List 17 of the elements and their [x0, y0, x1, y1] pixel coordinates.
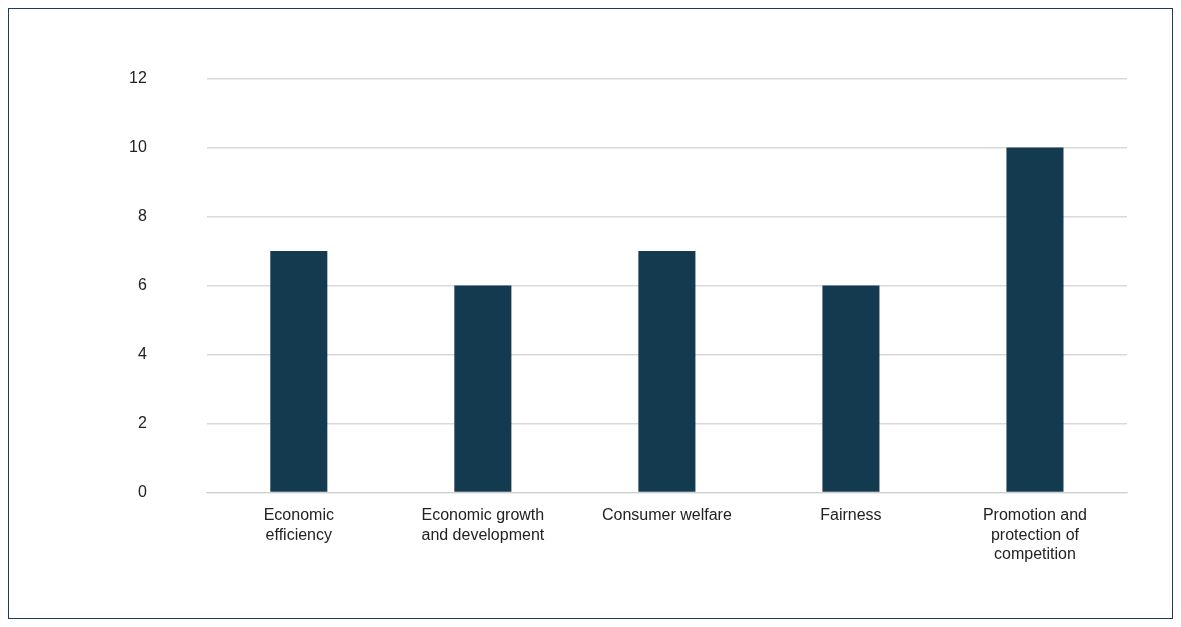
x-tick-label: Fairness — [820, 506, 882, 524]
bar — [638, 251, 696, 492]
bar — [1006, 147, 1064, 492]
y-tick-label: 0 — [137, 482, 147, 500]
x-tick-label: Consumer welfare — [601, 506, 732, 524]
y-tick-label: 4 — [137, 344, 147, 362]
x-tick-label: Economic growth and development — [421, 506, 545, 543]
x-tick-label: Promotion and protection of competition — [982, 506, 1088, 562]
bar — [822, 285, 880, 492]
y-tick-label: 10 — [129, 137, 147, 155]
y-tick-label: 8 — [137, 206, 147, 224]
y-tick-label: 12 — [129, 69, 147, 87]
y-tick-label: 6 — [137, 275, 147, 293]
bar — [270, 251, 328, 492]
bar — [454, 285, 512, 492]
x-tick-label: Economic efficiency — [263, 506, 334, 543]
y-tick-label: 2 — [137, 413, 147, 431]
